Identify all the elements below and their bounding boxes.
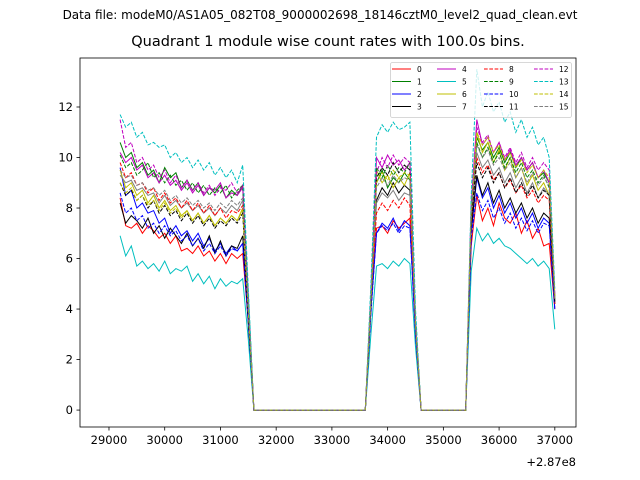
series-line-15 (119, 144, 556, 411)
legend-label-1: 1 (417, 78, 422, 87)
legend-label-5: 5 (462, 78, 467, 87)
x-tick-label: 31000 (202, 433, 239, 447)
legend-label-10: 10 (509, 90, 519, 99)
legend-label-7: 7 (462, 103, 467, 112)
series-line-10 (119, 192, 556, 411)
x-tick-label: 29000 (91, 433, 128, 447)
series-line-14 (119, 132, 556, 411)
x-tick-label: 32000 (258, 433, 295, 447)
legend-label-12: 12 (559, 65, 569, 74)
y-tick-label: 12 (58, 100, 73, 114)
series-line-0 (119, 195, 556, 411)
x-tick-label: 33000 (314, 433, 351, 447)
y-tick-label: 10 (58, 151, 73, 165)
legend-box (390, 62, 572, 118)
chart-title: Quadrant 1 module wise count rates with … (131, 34, 525, 50)
x-tick-label: 34000 (369, 433, 406, 447)
series-line-13 (119, 69, 556, 411)
legend-label-3: 3 (417, 103, 422, 112)
legend-label-0: 0 (417, 65, 422, 74)
x-offset-label: +2.87e8 (526, 455, 576, 469)
series-line-1 (119, 137, 556, 411)
series-line-6 (119, 132, 556, 411)
legend-label-4: 4 (462, 65, 467, 74)
x-tick-label: 35000 (425, 433, 462, 447)
y-tick-label: 4 (66, 302, 73, 316)
legend-label-2: 2 (417, 90, 422, 99)
x-tick-label: 37000 (537, 433, 574, 447)
series-line-8 (119, 157, 556, 411)
y-tick-label: 8 (66, 201, 73, 215)
legend-label-13: 13 (559, 78, 569, 87)
x-tick-label: 36000 (481, 433, 518, 447)
legend-label-8: 8 (509, 65, 514, 74)
y-tick-label: 0 (66, 403, 73, 417)
series-line-5 (119, 226, 556, 411)
series-line-3 (119, 175, 556, 411)
legend-label-14: 14 (559, 90, 569, 99)
legend-label-9: 9 (509, 78, 514, 87)
series-line-11 (119, 161, 556, 411)
y-tick-label: 2 (66, 353, 73, 367)
x-tick-label: 30000 (146, 433, 183, 447)
legend-label-11: 11 (509, 103, 519, 112)
series-line-7 (119, 152, 556, 411)
data-file-label: Data file: modeM0/AS1A05_082T08_90000026… (62, 8, 578, 22)
legend-label-15: 15 (559, 103, 569, 112)
axes-frame (79, 57, 577, 428)
y-tick-label: 6 (66, 252, 73, 266)
legend-label-6: 6 (462, 90, 467, 99)
